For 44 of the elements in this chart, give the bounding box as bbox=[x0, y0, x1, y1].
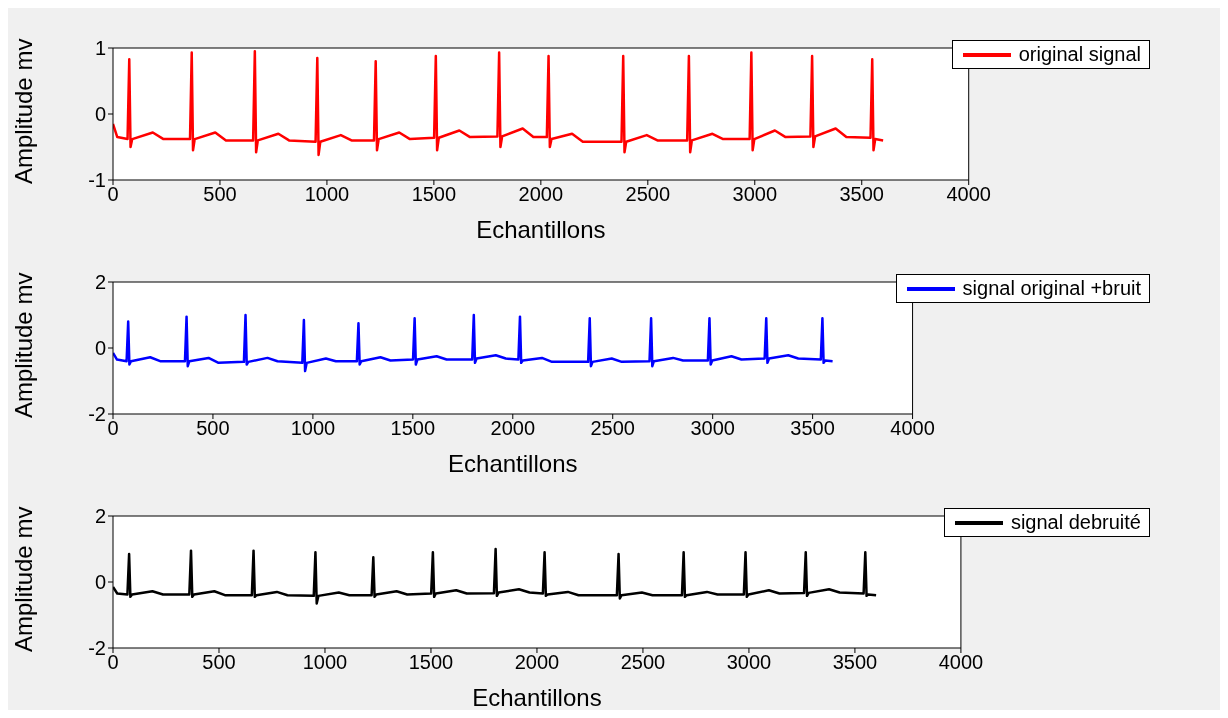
x-tick-label: 4000 bbox=[946, 183, 991, 206]
y-axis-title: Amplitude mv bbox=[9, 38, 37, 184]
x-tick-label: 2000 bbox=[514, 651, 560, 674]
x-tick-label: 3500 bbox=[790, 417, 835, 440]
y-tick-label: -2 bbox=[88, 637, 106, 660]
y-tick-label: 1 bbox=[94, 37, 106, 60]
y-tick-label: 0 bbox=[94, 337, 106, 360]
x-tick-label: 1500 bbox=[411, 183, 457, 206]
x-tick-label: 1500 bbox=[390, 417, 436, 440]
y-axis-title: Amplitude mv bbox=[9, 272, 37, 418]
x-tick-label: 1000 bbox=[304, 183, 350, 206]
x-tick-label: 2000 bbox=[490, 417, 536, 440]
y-tick-label: 2 bbox=[94, 505, 106, 528]
x-tick-label: 3000 bbox=[690, 417, 735, 440]
y-tick-label: 0 bbox=[94, 103, 106, 126]
y-axis-title: Amplitude mv bbox=[9, 506, 37, 652]
x-tick-label: 2500 bbox=[590, 417, 635, 440]
y-tick-label: -1 bbox=[88, 169, 106, 192]
y-tick-label: 0 bbox=[94, 571, 106, 594]
line-series bbox=[113, 50, 885, 157]
line-series bbox=[113, 313, 834, 373]
x-tick-label: 3000 bbox=[732, 183, 778, 206]
x-axis-title: Echantillons bbox=[448, 450, 578, 477]
x-tick-label: 2500 bbox=[625, 183, 671, 206]
x-tick-label: 1000 bbox=[290, 417, 336, 440]
x-tick-label: 1000 bbox=[302, 651, 348, 674]
x-axis-title: Echantillons bbox=[472, 684, 602, 711]
y-tick-label: 2 bbox=[94, 271, 106, 294]
x-tick-label: 2000 bbox=[518, 183, 564, 206]
x-tick-label: 500 bbox=[202, 651, 236, 674]
x-tick-label: 3000 bbox=[726, 651, 772, 674]
x-tick-label: 2500 bbox=[620, 651, 666, 674]
x-tick-label: 4000 bbox=[890, 417, 935, 440]
x-tick-label: 3500 bbox=[832, 651, 878, 674]
legend-label: original signal bbox=[1018, 43, 1141, 66]
y-tick-label: -2 bbox=[88, 403, 106, 426]
legend-label: signal debruité bbox=[1010, 511, 1141, 534]
x-tick-label: 1500 bbox=[408, 651, 454, 674]
legend-label: signal original +bruit bbox=[962, 277, 1141, 300]
x-tick-label: 500 bbox=[196, 417, 230, 440]
x-tick-label: 500 bbox=[203, 183, 237, 206]
x-tick-label: 3500 bbox=[839, 183, 884, 206]
x-tick-label: 4000 bbox=[938, 651, 984, 674]
x-axis-title: Echantillons bbox=[476, 216, 606, 243]
